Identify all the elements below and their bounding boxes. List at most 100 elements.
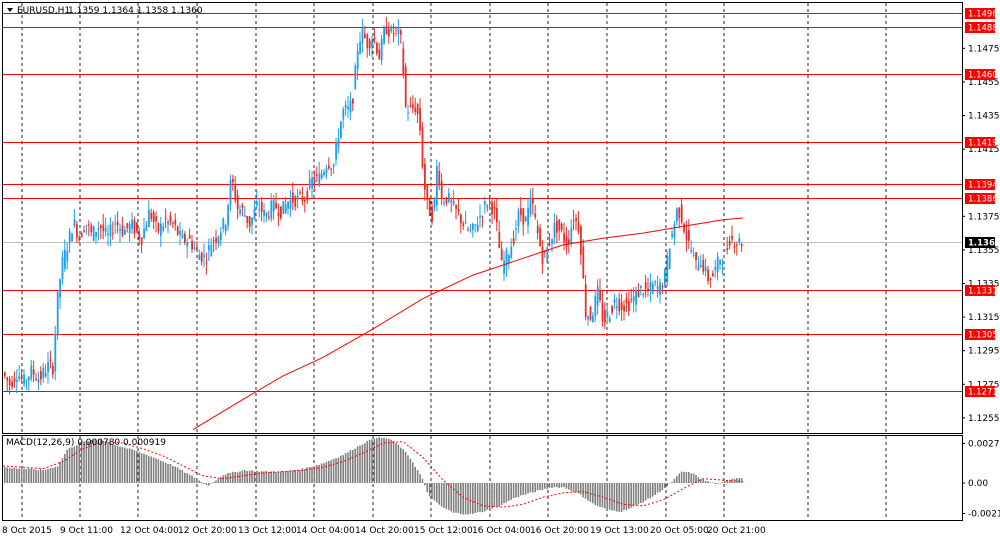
macd-histogram <box>4 437 743 515</box>
macd-bar <box>736 478 738 483</box>
candle-body <box>208 244 210 251</box>
candle-body <box>517 210 520 226</box>
price-tick-label: 1.1275 <box>968 380 1000 390</box>
macd-bar <box>280 471 282 483</box>
macd-bar <box>596 482 599 506</box>
macd-label: MACD(12,26,9) 0.000780 0.000919 <box>6 438 166 448</box>
macd-bar <box>611 482 613 511</box>
macd-bar <box>210 482 212 484</box>
macd-bar <box>397 444 400 483</box>
candle-body <box>78 237 81 240</box>
candle-body <box>560 223 563 230</box>
macd-bar <box>426 482 428 493</box>
macd-bar <box>390 439 392 483</box>
candle-body <box>102 224 105 232</box>
candle-body <box>148 209 150 227</box>
macd-bar <box>620 482 623 513</box>
candle-body <box>635 290 637 305</box>
candle-body <box>726 247 729 250</box>
macd-bar <box>258 471 260 483</box>
macd-bar <box>332 458 335 483</box>
macd-bar <box>656 482 659 493</box>
macd-bar <box>380 438 383 483</box>
candle-body <box>6 377 9 381</box>
candle-body <box>474 224 477 226</box>
macd-bar <box>68 447 71 483</box>
candle-body <box>340 121 342 138</box>
macd-bar <box>8 467 11 483</box>
candle-body <box>68 230 71 244</box>
candle-body <box>587 316 589 320</box>
horizontal-levels <box>3 13 962 392</box>
level-label-box <box>965 8 995 19</box>
macd-bar <box>64 453 66 483</box>
macd-bar <box>318 464 320 483</box>
candle-body <box>16 380 18 382</box>
macd-bar <box>738 478 740 483</box>
macd-bar <box>325 462 328 483</box>
macd-bar <box>76 445 78 483</box>
candle-body <box>628 300 630 312</box>
macd-bar <box>203 482 205 484</box>
macd-bar <box>56 466 59 483</box>
candle-body <box>544 250 546 253</box>
candle-body <box>656 285 659 293</box>
candle-body <box>397 26 400 35</box>
candle-body <box>263 209 265 216</box>
candle-body <box>534 213 537 218</box>
candle-body <box>575 218 577 221</box>
macd-bar <box>20 468 23 483</box>
macd-bar <box>155 458 157 483</box>
candle-body <box>532 198 534 204</box>
macd-bar <box>392 440 395 483</box>
candle-body <box>306 191 309 201</box>
macd-bar <box>510 482 512 500</box>
candle-body <box>136 222 138 231</box>
candle-body <box>728 240 731 246</box>
candle-body <box>40 371 42 380</box>
candle-body <box>73 219 76 227</box>
candle-body <box>56 291 59 336</box>
macd-bar <box>517 482 520 498</box>
candle-body <box>181 234 184 238</box>
macd-bar <box>16 468 18 483</box>
candle-body <box>239 209 241 214</box>
macd-bar <box>635 482 637 506</box>
macd-bar <box>268 472 270 483</box>
candle-body <box>671 233 673 237</box>
candle-body <box>601 302 604 322</box>
macd-bar <box>673 478 676 483</box>
macd-bar <box>616 482 618 512</box>
macd-bar <box>493 482 496 508</box>
candle-body <box>630 299 633 301</box>
candle-body <box>109 224 112 237</box>
candle-body <box>472 223 474 231</box>
candle-body <box>668 248 671 269</box>
level-label-box <box>965 386 995 397</box>
candle-body <box>409 105 412 107</box>
candle-body <box>512 238 515 245</box>
macd-bar <box>157 459 160 483</box>
macd-bar <box>172 466 174 483</box>
macd-bar <box>577 482 580 494</box>
price-tick-label: 1.1455 <box>968 78 1000 88</box>
macd-bar <box>647 482 649 499</box>
macd-bar <box>416 470 419 483</box>
macd-bar <box>599 482 601 508</box>
macd-bar <box>248 470 251 483</box>
candle-body <box>143 228 145 239</box>
time-label: 16 Oct 04:00 <box>472 526 531 536</box>
macd-bar <box>150 456 152 483</box>
macd-bar <box>690 473 692 483</box>
level-label-value: 1.1496 <box>968 10 998 20</box>
candle-body <box>215 237 217 242</box>
candle-body <box>356 50 359 69</box>
symbol-dropdown-icon[interactable] <box>7 8 13 12</box>
candle-body <box>436 165 438 206</box>
macd-bar <box>474 482 476 513</box>
macd-bar <box>460 482 462 514</box>
candle-body <box>565 236 568 247</box>
macd-bar <box>671 481 673 483</box>
